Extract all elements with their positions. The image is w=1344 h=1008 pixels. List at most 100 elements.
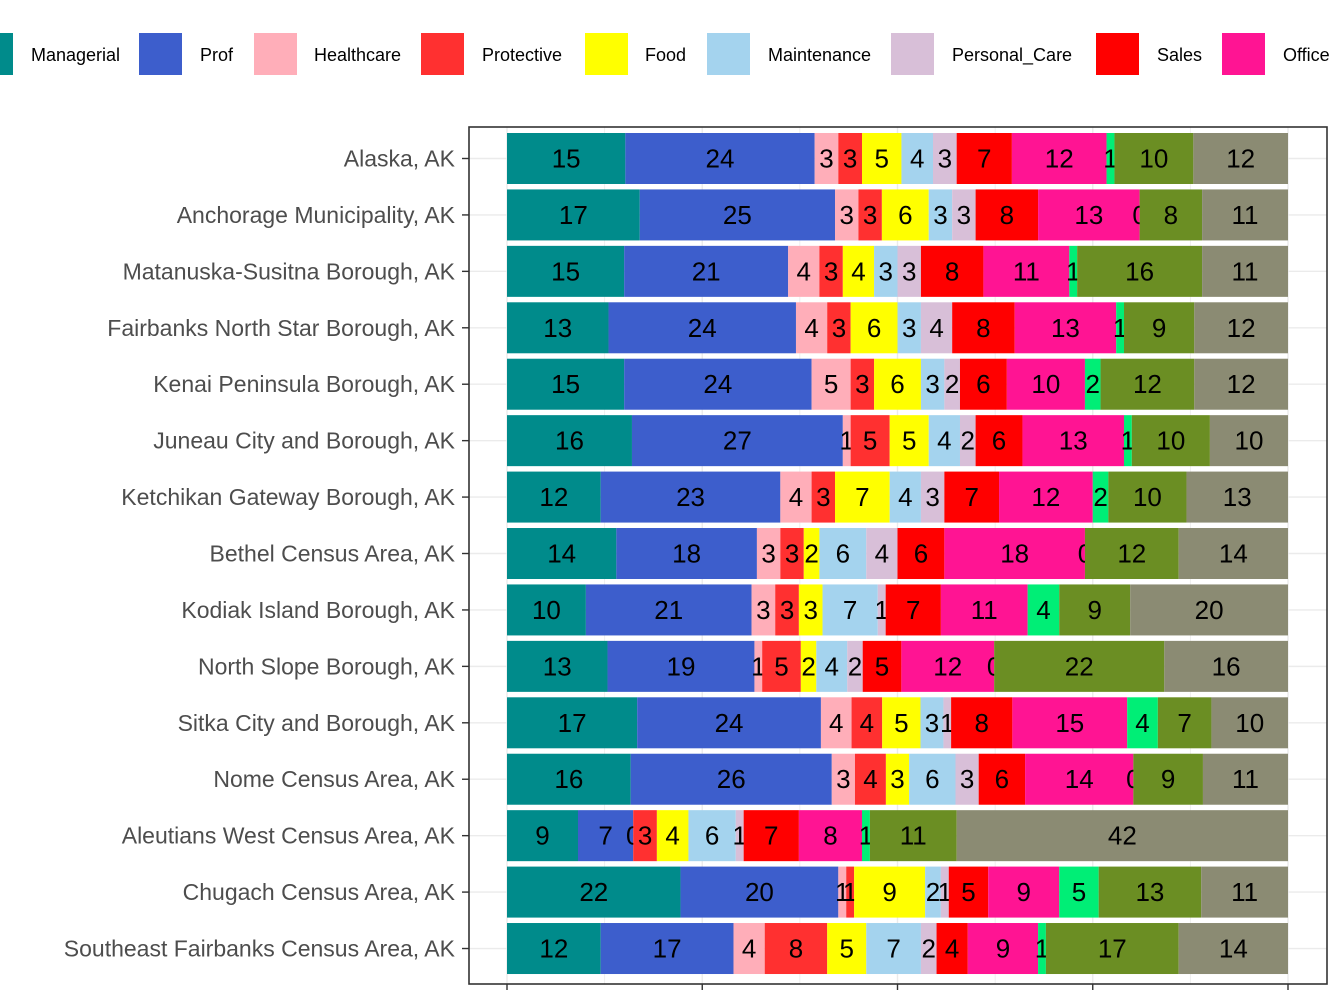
data-label: 4 [825, 651, 839, 681]
data-label: 4 [1135, 708, 1149, 738]
data-label: 27 [723, 426, 752, 456]
bar-segment [1157, 697, 1212, 749]
data-label: 3 [902, 256, 916, 286]
bar-segment [1059, 584, 1131, 636]
legend-key [1096, 33, 1139, 75]
bar-segment [827, 302, 851, 354]
bar-segment [1084, 358, 1101, 410]
bar-segment [901, 640, 995, 692]
legend-label: Prof [200, 45, 234, 65]
data-label: 7 [843, 595, 857, 625]
bar-segment [975, 189, 1039, 241]
bar-segment [1130, 584, 1288, 636]
bar-segment [507, 471, 601, 523]
bar-segment [978, 753, 1026, 805]
bar-segment [838, 133, 862, 184]
data-label: 4 [665, 821, 679, 851]
bar-segment [967, 923, 1039, 975]
legend-key [707, 33, 750, 75]
bar-segment [607, 640, 755, 692]
bar-segment [616, 528, 757, 580]
bar-segment [1202, 189, 1288, 241]
bar-segment [994, 640, 1165, 692]
bar-segment [507, 753, 631, 805]
data-label: 6 [992, 426, 1006, 456]
bar-segment [608, 302, 796, 354]
data-label: 24 [703, 369, 732, 399]
data-label: 4 [937, 426, 951, 456]
bar-segment [507, 866, 681, 918]
data-label: 20 [1195, 595, 1224, 625]
bar-segment [820, 697, 852, 749]
bar-segment [788, 245, 820, 297]
bar-segment [507, 810, 578, 862]
data-label: 4 [910, 144, 924, 174]
data-label: 7 [886, 934, 900, 964]
data-label: 13 [543, 313, 572, 343]
data-label: 12 [1226, 144, 1255, 174]
bar-segment [633, 810, 657, 862]
data-label: 16 [1125, 256, 1154, 286]
data-label: 7 [855, 482, 869, 512]
bar-segment [1193, 133, 1288, 184]
bar-segment [889, 471, 921, 523]
data-label: 21 [654, 595, 683, 625]
legend-key [891, 33, 934, 75]
data-label: 3 [843, 144, 857, 174]
bar-segment [956, 133, 1012, 184]
data-label: 17 [653, 934, 682, 964]
bar-segment [1202, 753, 1288, 805]
data-label: 4 [929, 313, 943, 343]
y-tick-label: Anchorage Municipality, AK [177, 202, 456, 228]
bar-segment [1059, 866, 1099, 918]
data-label: 12 [1227, 313, 1256, 343]
plot-border [468, 126, 1328, 985]
data-label: 15 [552, 144, 581, 174]
bar-segment [600, 923, 734, 975]
data-label: 42 [1108, 821, 1137, 851]
data-label: 3 [957, 200, 971, 230]
data-label: 7 [1177, 708, 1191, 738]
data-label: 5 [875, 651, 889, 681]
bar-segment [631, 415, 843, 467]
data-label: 5 [1072, 877, 1086, 907]
legend-label: Food [645, 45, 687, 65]
legend-label: Managerial [31, 45, 121, 65]
bar-segment [897, 245, 921, 297]
bar-segment [507, 584, 586, 636]
bar-segment [925, 866, 941, 918]
bar-segment [1164, 640, 1288, 692]
data-label: 8 [789, 934, 803, 964]
data-label: 1 [1066, 256, 1080, 286]
bar-segment [822, 584, 878, 636]
data-label: 11 [1231, 877, 1258, 907]
bar-segment [988, 866, 1060, 918]
bar-segment [680, 866, 839, 918]
bar-segment [1077, 245, 1203, 297]
bar-segment [780, 528, 804, 580]
data-label: 3 [925, 482, 939, 512]
data-label: 4 [804, 313, 818, 343]
data-label: 3 [819, 144, 833, 174]
data-label: 4 [742, 934, 756, 964]
y-tick-label: Chugach Census Area, AK [183, 879, 456, 905]
bar-segment [952, 302, 1015, 354]
data-label: 1 [835, 877, 849, 907]
data-label: 5 [894, 708, 908, 738]
data-label: 5 [863, 426, 877, 456]
data-label: 15 [551, 369, 580, 399]
data-label: 21 [692, 256, 721, 286]
data-label: 1 [1113, 313, 1127, 343]
bar-segment [1045, 923, 1179, 975]
bar-segment [846, 866, 855, 918]
y-tick-label: Fairbanks North Star Borough, AK [107, 315, 455, 341]
data-label: 3 [638, 821, 652, 851]
bar-segment [1012, 697, 1128, 749]
bar-segment [1202, 245, 1288, 297]
data-label: 12 [539, 482, 568, 512]
data-label: 4 [789, 482, 803, 512]
data-label: 2 [945, 369, 959, 399]
data-label: 5 [774, 651, 788, 681]
data-label: 3 [933, 200, 947, 230]
data-label: 2 [926, 877, 940, 907]
